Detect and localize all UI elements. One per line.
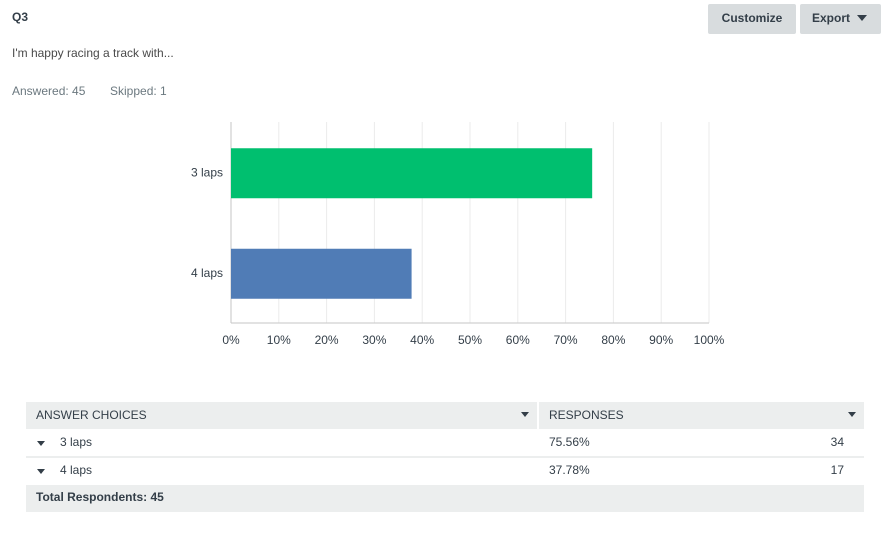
x-tick-label: 0% (222, 333, 240, 347)
response-count: 17 (831, 463, 845, 477)
answered-count: Answered: 45 (12, 84, 86, 98)
answer-choice: 3 laps (60, 435, 92, 449)
x-tick-label: 70% (554, 333, 578, 347)
expand-icon[interactable] (37, 441, 45, 446)
skipped-count: Skipped: 1 (110, 84, 167, 98)
y-tick-label: 3 laps (191, 165, 223, 179)
x-tick-label: 30% (362, 333, 386, 347)
y-tick-label: 4 laps (191, 266, 223, 280)
x-tick-label: 10% (267, 333, 291, 347)
sort-icon[interactable] (848, 412, 856, 417)
x-tick-label: 100% (694, 333, 725, 347)
question-title: I'm happy racing a track with... (12, 46, 174, 60)
export-button[interactable] (800, 4, 881, 34)
x-tick-label: 50% (458, 333, 482, 347)
bar (231, 248, 412, 299)
response-count: 34 (831, 435, 845, 449)
table: ANSWER CHOICES RESPONSES Total Responden… (26, 402, 864, 512)
customize-button[interactable] (708, 4, 796, 34)
x-tick-label: 90% (649, 333, 673, 347)
column-header: ANSWER CHOICES (36, 408, 147, 422)
customize-label[interactable]: Customize (722, 11, 783, 25)
expand-icon[interactable] (37, 469, 45, 474)
footer-text: Total Respondents: 45 (36, 490, 164, 504)
table-header (26, 402, 864, 429)
question-number: Q3 (12, 10, 28, 24)
export-label[interactable]: Export (812, 11, 850, 25)
dropdown-icon (857, 15, 867, 21)
response-percent: 37.78% (549, 463, 590, 477)
bar (231, 148, 593, 199)
sort-icon[interactable] (521, 412, 529, 417)
answer-choice: 4 laps (60, 463, 92, 477)
table-footer (26, 485, 864, 512)
column-header: RESPONSES (549, 408, 624, 422)
x-tick-label: 20% (315, 333, 339, 347)
x-tick-label: 60% (506, 333, 530, 347)
x-tick-label: 80% (601, 333, 625, 347)
response-percent: 75.56% (549, 435, 590, 449)
chart: 0% 10% 20% 30% 40% 50% 60% 70% 80% 90% 100% 3 laps 4… (191, 122, 725, 347)
x-tick-label: 40% (410, 333, 434, 347)
